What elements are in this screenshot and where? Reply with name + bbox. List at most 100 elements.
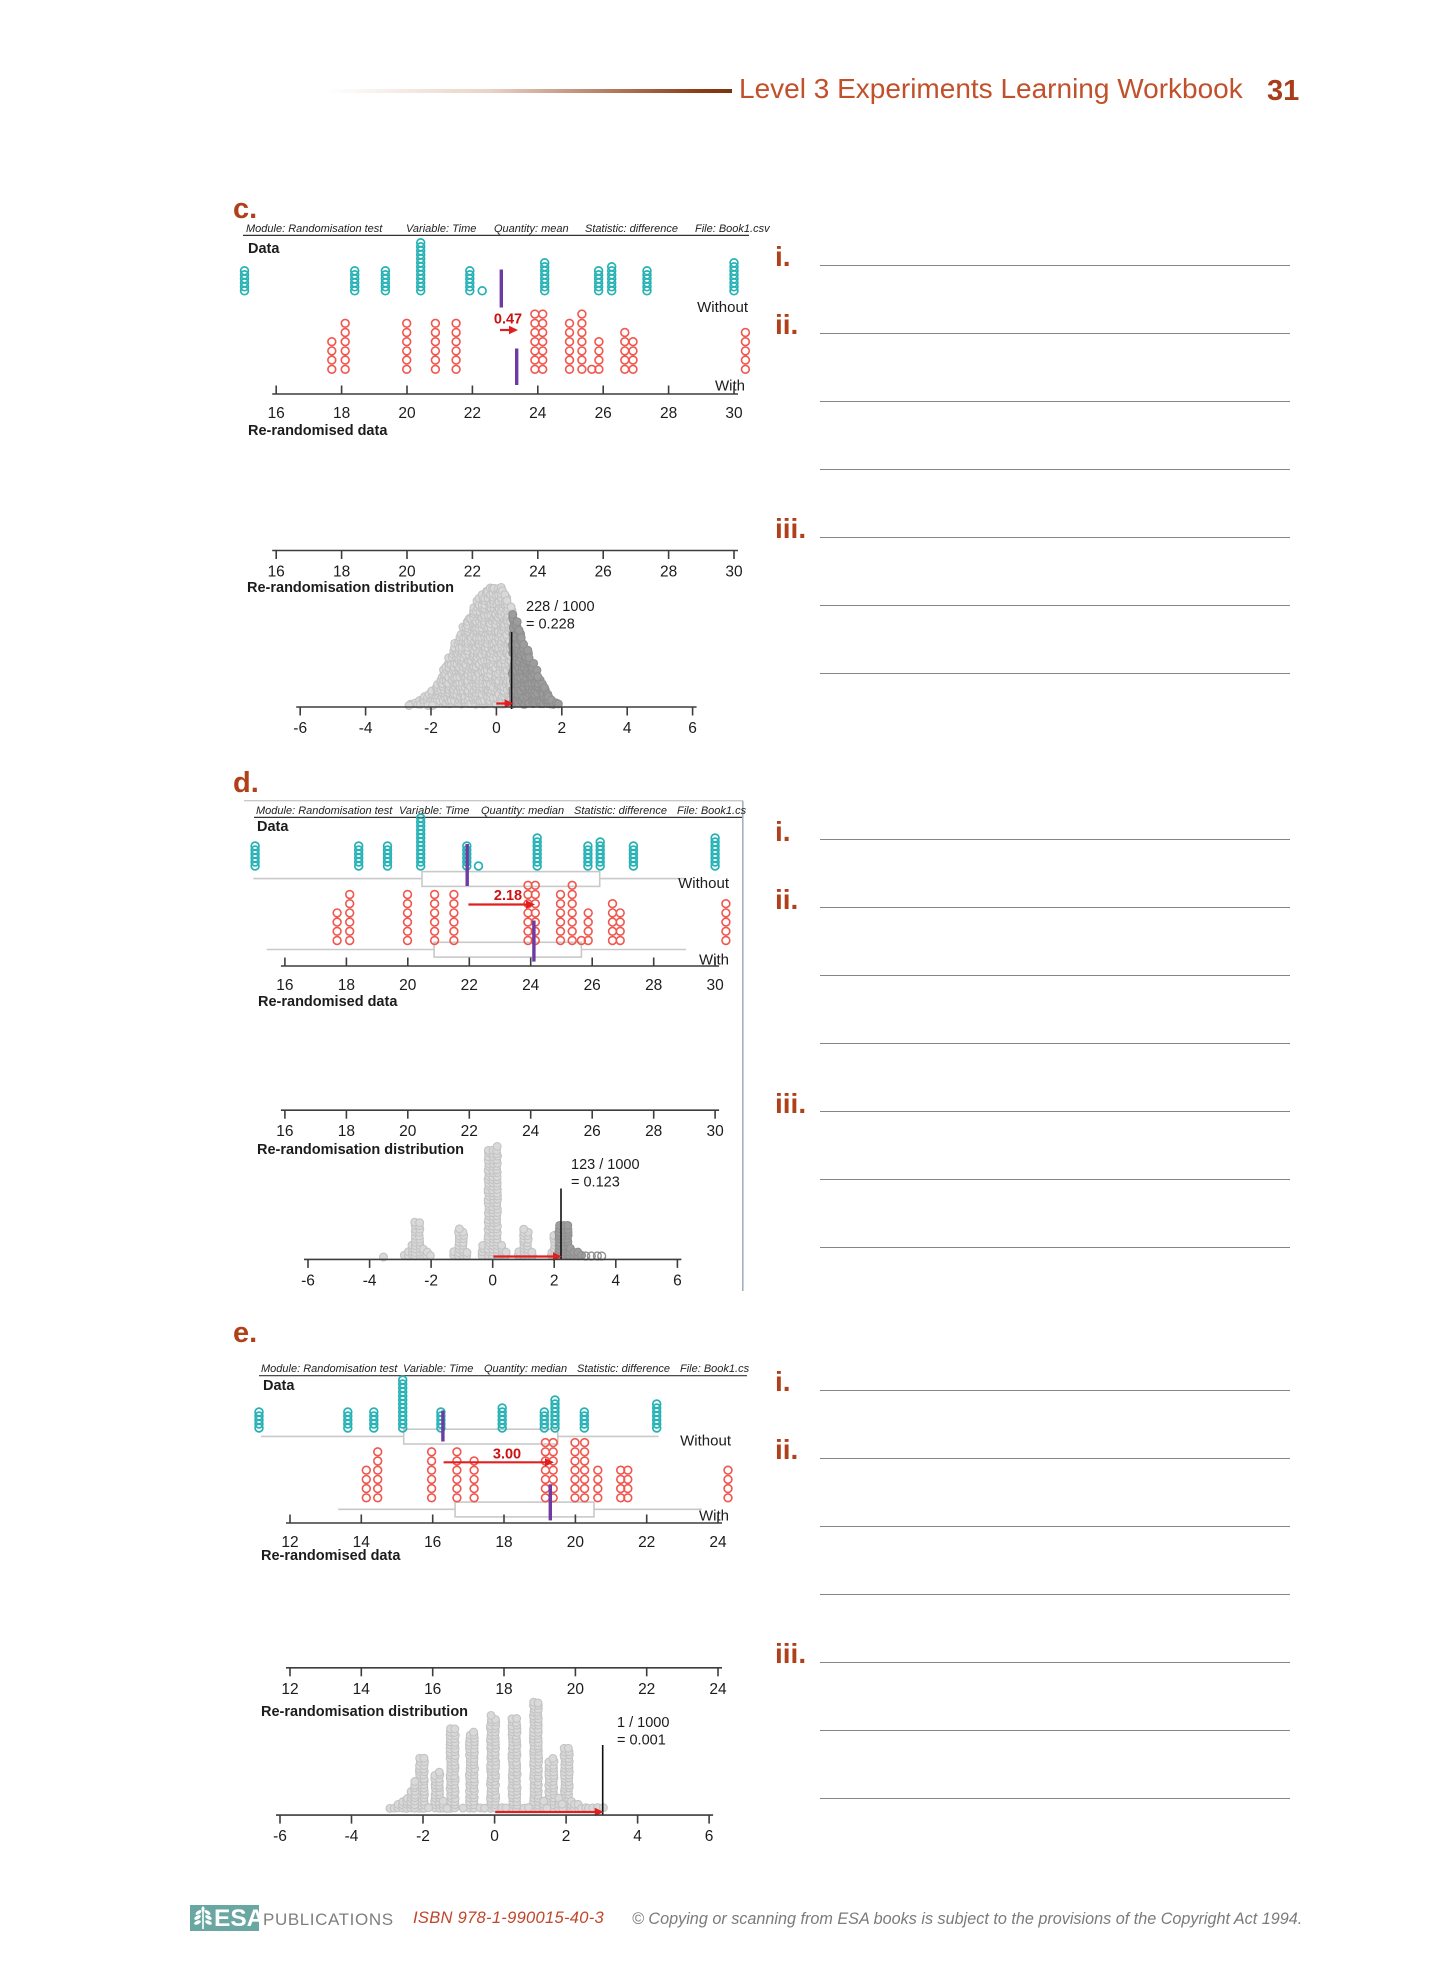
svg-text:20: 20 bbox=[567, 1534, 585, 1551]
svg-text:24: 24 bbox=[522, 1123, 540, 1140]
svg-text:Re-randomised data: Re-randomised data bbox=[258, 994, 398, 1010]
svg-text:Statistic: difference: Statistic: difference bbox=[577, 1363, 670, 1375]
svg-text:6: 6 bbox=[673, 1272, 682, 1289]
svg-text:30: 30 bbox=[706, 1123, 724, 1140]
svg-text:Without: Without bbox=[678, 875, 730, 892]
svg-text:3.00: 3.00 bbox=[493, 1447, 521, 1463]
svg-text:= 0.001: = 0.001 bbox=[617, 1733, 666, 1749]
svg-text:Re-randomisation distribution: Re-randomisation distribution bbox=[261, 1704, 468, 1720]
svg-text:0: 0 bbox=[492, 720, 501, 737]
svg-text:26: 26 bbox=[584, 1123, 601, 1140]
svg-text:Module: Randomisation test: Module: Randomisation test bbox=[261, 1363, 398, 1375]
svg-text:22: 22 bbox=[461, 1123, 478, 1140]
svg-text:12: 12 bbox=[281, 1681, 298, 1698]
svg-text:24: 24 bbox=[709, 1681, 727, 1698]
svg-text:22: 22 bbox=[464, 405, 481, 422]
svg-text:18: 18 bbox=[338, 1123, 355, 1140]
svg-text:Module: Randomisation test: Module: Randomisation test bbox=[256, 805, 393, 817]
svg-text:4: 4 bbox=[611, 1272, 620, 1289]
svg-text:24: 24 bbox=[529, 564, 547, 581]
svg-text:Quantity: median: Quantity: median bbox=[481, 805, 564, 817]
svg-text:30: 30 bbox=[725, 405, 743, 422]
svg-text:16: 16 bbox=[424, 1534, 441, 1551]
svg-text:-4: -4 bbox=[359, 720, 373, 737]
svg-text:Statistic: difference: Statistic: difference bbox=[574, 805, 667, 817]
svg-text:22: 22 bbox=[461, 977, 478, 994]
svg-text:22: 22 bbox=[638, 1681, 655, 1698]
svg-text:228 / 1000: 228 / 1000 bbox=[526, 599, 595, 615]
svg-text:Quantity: mean: Quantity: mean bbox=[494, 223, 569, 235]
svg-text:Without: Without bbox=[680, 1433, 732, 1450]
svg-text:Quantity: median: Quantity: median bbox=[484, 1363, 567, 1375]
svg-text:22: 22 bbox=[464, 564, 481, 581]
svg-text:Data: Data bbox=[263, 1378, 295, 1394]
svg-text:26: 26 bbox=[584, 977, 601, 994]
svg-text:-6: -6 bbox=[273, 1828, 287, 1845]
svg-text:24: 24 bbox=[709, 1534, 727, 1551]
svg-text:14: 14 bbox=[353, 1534, 371, 1551]
svg-text:16: 16 bbox=[276, 977, 293, 994]
svg-text:Data: Data bbox=[248, 241, 280, 257]
svg-text:Re-randomised data: Re-randomised data bbox=[261, 1548, 401, 1564]
svg-text:28: 28 bbox=[660, 564, 677, 581]
svg-text:-6: -6 bbox=[293, 720, 307, 737]
svg-text:20: 20 bbox=[399, 977, 417, 994]
svg-text:1 / 1000: 1 / 1000 bbox=[617, 1715, 669, 1731]
svg-text:16: 16 bbox=[268, 405, 285, 422]
svg-text:0: 0 bbox=[490, 1828, 499, 1845]
svg-text:Data: Data bbox=[257, 819, 289, 835]
svg-text:4: 4 bbox=[633, 1828, 642, 1845]
svg-text:28: 28 bbox=[645, 1123, 662, 1140]
svg-text:2: 2 bbox=[557, 720, 566, 737]
svg-text:With: With bbox=[715, 378, 745, 395]
svg-text:= 0.123: = 0.123 bbox=[571, 1175, 620, 1191]
svg-text:2: 2 bbox=[562, 1828, 571, 1845]
svg-text:28: 28 bbox=[645, 977, 662, 994]
svg-text:20: 20 bbox=[399, 1123, 417, 1140]
svg-text:-2: -2 bbox=[424, 720, 438, 737]
svg-text:= 0.228: = 0.228 bbox=[526, 617, 575, 633]
svg-text:Re-randomised data: Re-randomised data bbox=[248, 423, 388, 439]
svg-text:16: 16 bbox=[276, 1123, 293, 1140]
svg-text:18: 18 bbox=[338, 977, 355, 994]
svg-text:Re-randomisation distribution: Re-randomisation distribution bbox=[257, 1142, 464, 1158]
svg-text:16: 16 bbox=[424, 1681, 441, 1698]
svg-text:6: 6 bbox=[688, 720, 697, 737]
svg-text:Without: Without bbox=[697, 299, 749, 316]
svg-text:Statistic: difference: Statistic: difference bbox=[585, 223, 678, 235]
svg-text:-4: -4 bbox=[363, 1272, 377, 1289]
svg-text:Re-randomisation distribution: Re-randomisation distribution bbox=[247, 580, 454, 596]
svg-text:18: 18 bbox=[495, 1681, 512, 1698]
svg-text:Module: Randomisation test: Module: Randomisation test bbox=[246, 223, 383, 235]
svg-text:26: 26 bbox=[595, 564, 612, 581]
svg-text:Variable: Time: Variable: Time bbox=[406, 223, 476, 235]
svg-text:6: 6 bbox=[705, 1828, 714, 1845]
svg-text:14: 14 bbox=[353, 1681, 371, 1698]
svg-text:22: 22 bbox=[638, 1534, 655, 1551]
svg-text:18: 18 bbox=[333, 405, 350, 422]
svg-text:24: 24 bbox=[529, 405, 547, 422]
svg-text:-4: -4 bbox=[345, 1828, 359, 1845]
svg-text:File: Book1.csv: File: Book1.csv bbox=[695, 223, 771, 235]
svg-text:Variable: Time: Variable: Time bbox=[399, 805, 469, 817]
svg-text:2.18: 2.18 bbox=[494, 888, 522, 904]
svg-text:File: Book1.cs: File: Book1.cs bbox=[677, 805, 747, 817]
svg-text:20: 20 bbox=[398, 564, 416, 581]
svg-text:30: 30 bbox=[725, 564, 743, 581]
svg-text:4: 4 bbox=[623, 720, 632, 737]
svg-text:30: 30 bbox=[706, 977, 724, 994]
svg-text:File: Book1.cs: File: Book1.cs bbox=[680, 1363, 750, 1375]
svg-text:18: 18 bbox=[333, 564, 350, 581]
svg-text:12: 12 bbox=[281, 1534, 298, 1551]
svg-text:16: 16 bbox=[268, 564, 285, 581]
svg-text:20: 20 bbox=[567, 1681, 585, 1698]
svg-text:18: 18 bbox=[495, 1534, 512, 1551]
svg-text:24: 24 bbox=[522, 977, 540, 994]
svg-text:-6: -6 bbox=[301, 1272, 315, 1289]
svg-text:-2: -2 bbox=[424, 1272, 438, 1289]
svg-text:With: With bbox=[699, 952, 729, 969]
svg-text:0: 0 bbox=[488, 1272, 497, 1289]
svg-text:20: 20 bbox=[398, 405, 416, 422]
svg-text:123 / 1000: 123 / 1000 bbox=[571, 1157, 640, 1173]
svg-text:Variable: Time: Variable: Time bbox=[403, 1363, 473, 1375]
